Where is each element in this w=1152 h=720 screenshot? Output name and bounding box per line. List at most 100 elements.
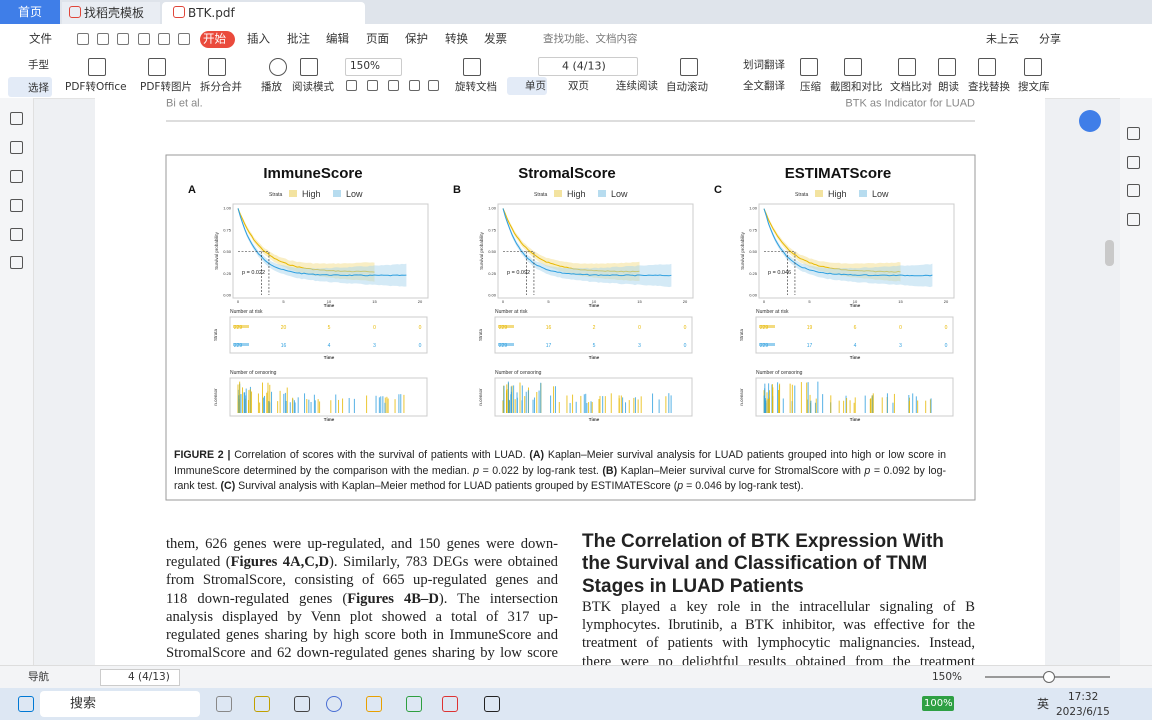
status-nav[interactable]: 导航	[28, 670, 49, 683]
page-box[interactable]	[538, 57, 638, 76]
zoom-slider-knob[interactable]	[1043, 671, 1055, 683]
icon[interactable]	[178, 33, 190, 45]
icon[interactable]	[216, 696, 232, 712]
icon[interactable]	[1127, 184, 1140, 197]
tab-home[interactable]	[0, 0, 60, 24]
icon[interactable]	[406, 696, 422, 712]
tool-button[interactable]: 查找替换	[968, 80, 1010, 93]
scrollbar-thumb[interactable]	[1105, 240, 1114, 266]
icon[interactable]	[10, 199, 23, 212]
icon[interactable]	[844, 58, 862, 76]
icon[interactable]	[800, 58, 818, 76]
menu-item[interactable]: 编辑	[326, 31, 349, 46]
icon[interactable]	[938, 58, 956, 76]
float-button[interactable]	[1079, 110, 1101, 132]
icon[interactable]	[367, 80, 378, 91]
icon[interactable]	[428, 80, 439, 91]
icon[interactable]	[148, 58, 166, 76]
tool-button[interactable]: 连续阅读	[616, 79, 658, 92]
tool-button[interactable]: PDF转图片	[140, 80, 192, 93]
menu-item[interactable]: 批注	[287, 31, 310, 46]
tool-button[interactable]: 手型	[28, 58, 49, 71]
tool-button[interactable]: 全文翻译	[743, 79, 785, 92]
icon[interactable]	[173, 6, 185, 18]
icon[interactable]	[10, 170, 23, 183]
menu-item[interactable]: 页面	[366, 31, 389, 46]
icon[interactable]	[269, 58, 287, 76]
menu-item[interactable]: 发票	[484, 31, 507, 46]
figure-ref[interactable]: Figures 4B–D	[347, 590, 439, 607]
tool-button[interactable]: 划词翻译	[743, 58, 785, 71]
tab-pdf[interactable]	[162, 2, 365, 24]
icon[interactable]	[680, 58, 698, 76]
icon[interactable]	[97, 33, 109, 45]
icon[interactable]	[77, 33, 89, 45]
icon[interactable]	[1127, 156, 1140, 169]
tab-label[interactable]: 找稻壳模板	[84, 6, 145, 20]
icon[interactable]	[69, 6, 81, 18]
menu-item[interactable]: 开始	[203, 31, 226, 46]
tool-button[interactable]: 文档比对	[890, 80, 932, 93]
menu-item[interactable]: 插入	[247, 31, 270, 46]
tool-button[interactable]: 阅读模式	[292, 80, 334, 93]
tab-start-pill[interactable]	[200, 31, 235, 48]
tool-button[interactable]: PDF转Office	[65, 80, 127, 93]
tool-button[interactable]: 朗读	[938, 80, 959, 93]
tool-button[interactable]: 单页	[525, 79, 546, 92]
menu-item[interactable]: 分享	[1039, 32, 1061, 46]
icon[interactable]	[463, 58, 481, 76]
tool-button[interactable]: 双页	[568, 79, 589, 92]
ime[interactable]: 英	[1037, 697, 1050, 711]
icon[interactable]	[18, 696, 34, 712]
tool-button[interactable]: 压缩	[800, 80, 821, 93]
icon[interactable]	[10, 228, 23, 241]
tool-button[interactable]: 搜文库	[1018, 80, 1050, 93]
icon[interactable]	[1127, 127, 1140, 140]
menu-item[interactable]: 文件	[29, 31, 52, 46]
tab-label[interactable]: BTK.pdf	[188, 6, 235, 20]
icon[interactable]	[10, 256, 23, 269]
icon[interactable]	[1127, 213, 1140, 226]
tool-button[interactable]: 播放	[261, 80, 282, 93]
menu-item[interactable]: 转换	[445, 31, 468, 46]
icon[interactable]	[254, 696, 270, 712]
icon[interactable]	[208, 58, 226, 76]
icon[interactable]	[388, 80, 399, 91]
icon[interactable]	[294, 696, 310, 712]
taskbar-search[interactable]	[40, 691, 200, 717]
icon[interactable]	[326, 696, 342, 712]
search-box[interactable]: 查找功能、文档内容	[543, 32, 638, 45]
icon[interactable]	[300, 58, 318, 76]
tool-button[interactable]: 自动滚动	[666, 80, 708, 93]
tool-button[interactable]: 选择	[28, 81, 49, 94]
zoom-value[interactable]: 150%	[350, 59, 381, 72]
menu-item[interactable]: 保护	[405, 31, 428, 46]
tool-button[interactable]: 拆分合并	[200, 80, 242, 93]
page-input[interactable]: 4 (4/13)	[562, 59, 606, 73]
icon[interactable]	[366, 696, 382, 712]
figure-ref[interactable]: Figures 4A,C,D	[230, 554, 330, 571]
icon[interactable]	[978, 58, 996, 76]
tool-button[interactable]: 截图和对比	[830, 80, 883, 93]
tab-template[interactable]	[62, 2, 160, 24]
tab-label[interactable]: 首页	[18, 5, 43, 19]
taskbar-search-label[interactable]: 搜索	[70, 696, 97, 712]
status-page[interactable]: 4 (4/13)	[128, 670, 170, 683]
icon[interactable]	[158, 33, 170, 45]
icon[interactable]	[346, 80, 357, 91]
icon[interactable]	[117, 33, 129, 45]
icon[interactable]	[138, 33, 150, 45]
tool-button[interactable]: 旋转文档	[455, 80, 497, 93]
icon[interactable]	[442, 696, 458, 712]
zoom-box[interactable]	[345, 58, 402, 76]
menu-item[interactable]: 未上云	[986, 32, 1019, 46]
icon[interactable]	[898, 58, 916, 76]
icon[interactable]	[409, 80, 420, 91]
status-zoom[interactable]: 150%	[932, 670, 963, 683]
status-page-box[interactable]	[100, 669, 180, 686]
icon[interactable]	[10, 112, 23, 125]
icon[interactable]	[88, 58, 106, 76]
icon[interactable]	[10, 141, 23, 154]
icon[interactable]	[1024, 58, 1042, 76]
icon[interactable]	[484, 696, 500, 712]
